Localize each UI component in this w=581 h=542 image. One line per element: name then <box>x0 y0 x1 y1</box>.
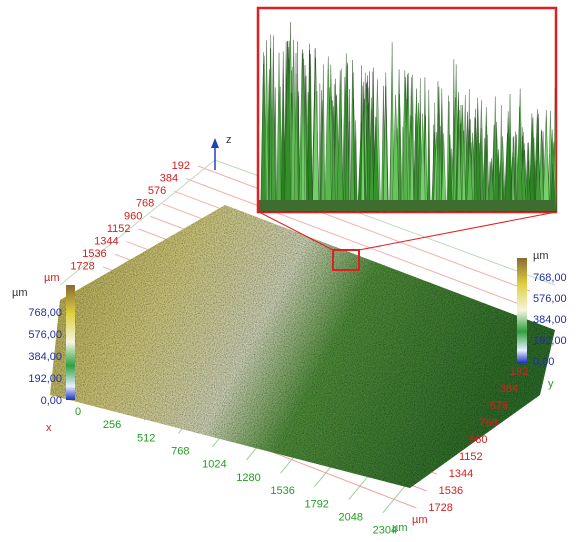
left-colorbar-label: 384,00 <box>28 351 62 363</box>
left-colorbar-label: 576,00 <box>28 329 62 341</box>
back-wall-edge <box>59 159 216 286</box>
right-colorbar-label: 192,00 <box>533 335 567 347</box>
y-tick-label: 1152 <box>459 451 483 463</box>
x-tick-label: 1280 <box>236 472 260 484</box>
x-axis-unit: µm <box>392 522 408 534</box>
y-tick-label: 1536 <box>439 485 463 497</box>
x-tick-label: 1792 <box>304 498 328 510</box>
surface <box>50 205 555 488</box>
left-colorbar-label: 192,00 <box>28 373 62 385</box>
left-colorbar-label: 0,00 <box>41 395 62 407</box>
back-grid-line <box>185 178 519 305</box>
x-tick-label: 2304 <box>373 525 397 537</box>
y-tick-label: 768 <box>479 417 497 429</box>
y-label: y <box>548 378 554 390</box>
right-colorbar-label: 768,00 <box>533 272 567 284</box>
x-tick-label: 1536 <box>270 485 294 497</box>
x-tick-label: 512 <box>137 432 155 444</box>
back-tick-label: 384 <box>160 173 178 185</box>
back-axis-unit: µm <box>44 272 60 284</box>
right-colorbar-unit: µm <box>533 250 549 262</box>
left-colorbar <box>66 285 75 400</box>
x-tick-label: 0 <box>75 406 81 418</box>
x-tick-label: 768 <box>171 446 189 458</box>
right-colorbar-label: 384,00 <box>533 314 567 326</box>
y-tick-label: 960 <box>469 434 487 446</box>
back-tick-label: 960 <box>124 210 142 222</box>
y-tick-label: 192 <box>510 366 528 378</box>
zoom-box <box>332 249 360 271</box>
left-colorbar-label: 768,00 <box>28 307 62 319</box>
x-label: x <box>46 422 52 434</box>
back-tick-label: 1728 <box>70 261 94 273</box>
z-arrow-head <box>211 138 219 148</box>
x-tick-label: 1024 <box>202 459 226 471</box>
zoom-line <box>258 211 334 251</box>
y-tick-label: 1728 <box>428 502 452 514</box>
back-tick-label: 768 <box>136 198 154 210</box>
x-tick-label: 256 <box>103 419 121 431</box>
back-tick-label: 1152 <box>107 223 131 235</box>
back-tick-label: 1536 <box>82 248 106 260</box>
back-grid-line <box>197 165 531 292</box>
y-tick-label: 1344 <box>449 468 473 480</box>
back-tick-label: 192 <box>172 160 190 172</box>
right-colorbar <box>517 258 527 363</box>
back-tick-label: 1344 <box>94 236 118 248</box>
inset-spikes <box>259 22 557 212</box>
inset-floor <box>259 200 555 211</box>
right-colorbar-label: 0,00 <box>533 356 554 368</box>
left-colorbar-unit: µm <box>12 287 28 299</box>
y-tick-label: 576 <box>490 400 508 412</box>
back-tick-label: 576 <box>148 185 166 197</box>
zoom-line <box>358 211 557 251</box>
x-tick-label: 2048 <box>339 512 363 524</box>
y-tick-label: 384 <box>500 383 518 395</box>
right-colorbar-label: 576,00 <box>533 293 567 305</box>
z-label: z <box>226 134 232 146</box>
y-axis-unit: µm <box>412 514 428 526</box>
